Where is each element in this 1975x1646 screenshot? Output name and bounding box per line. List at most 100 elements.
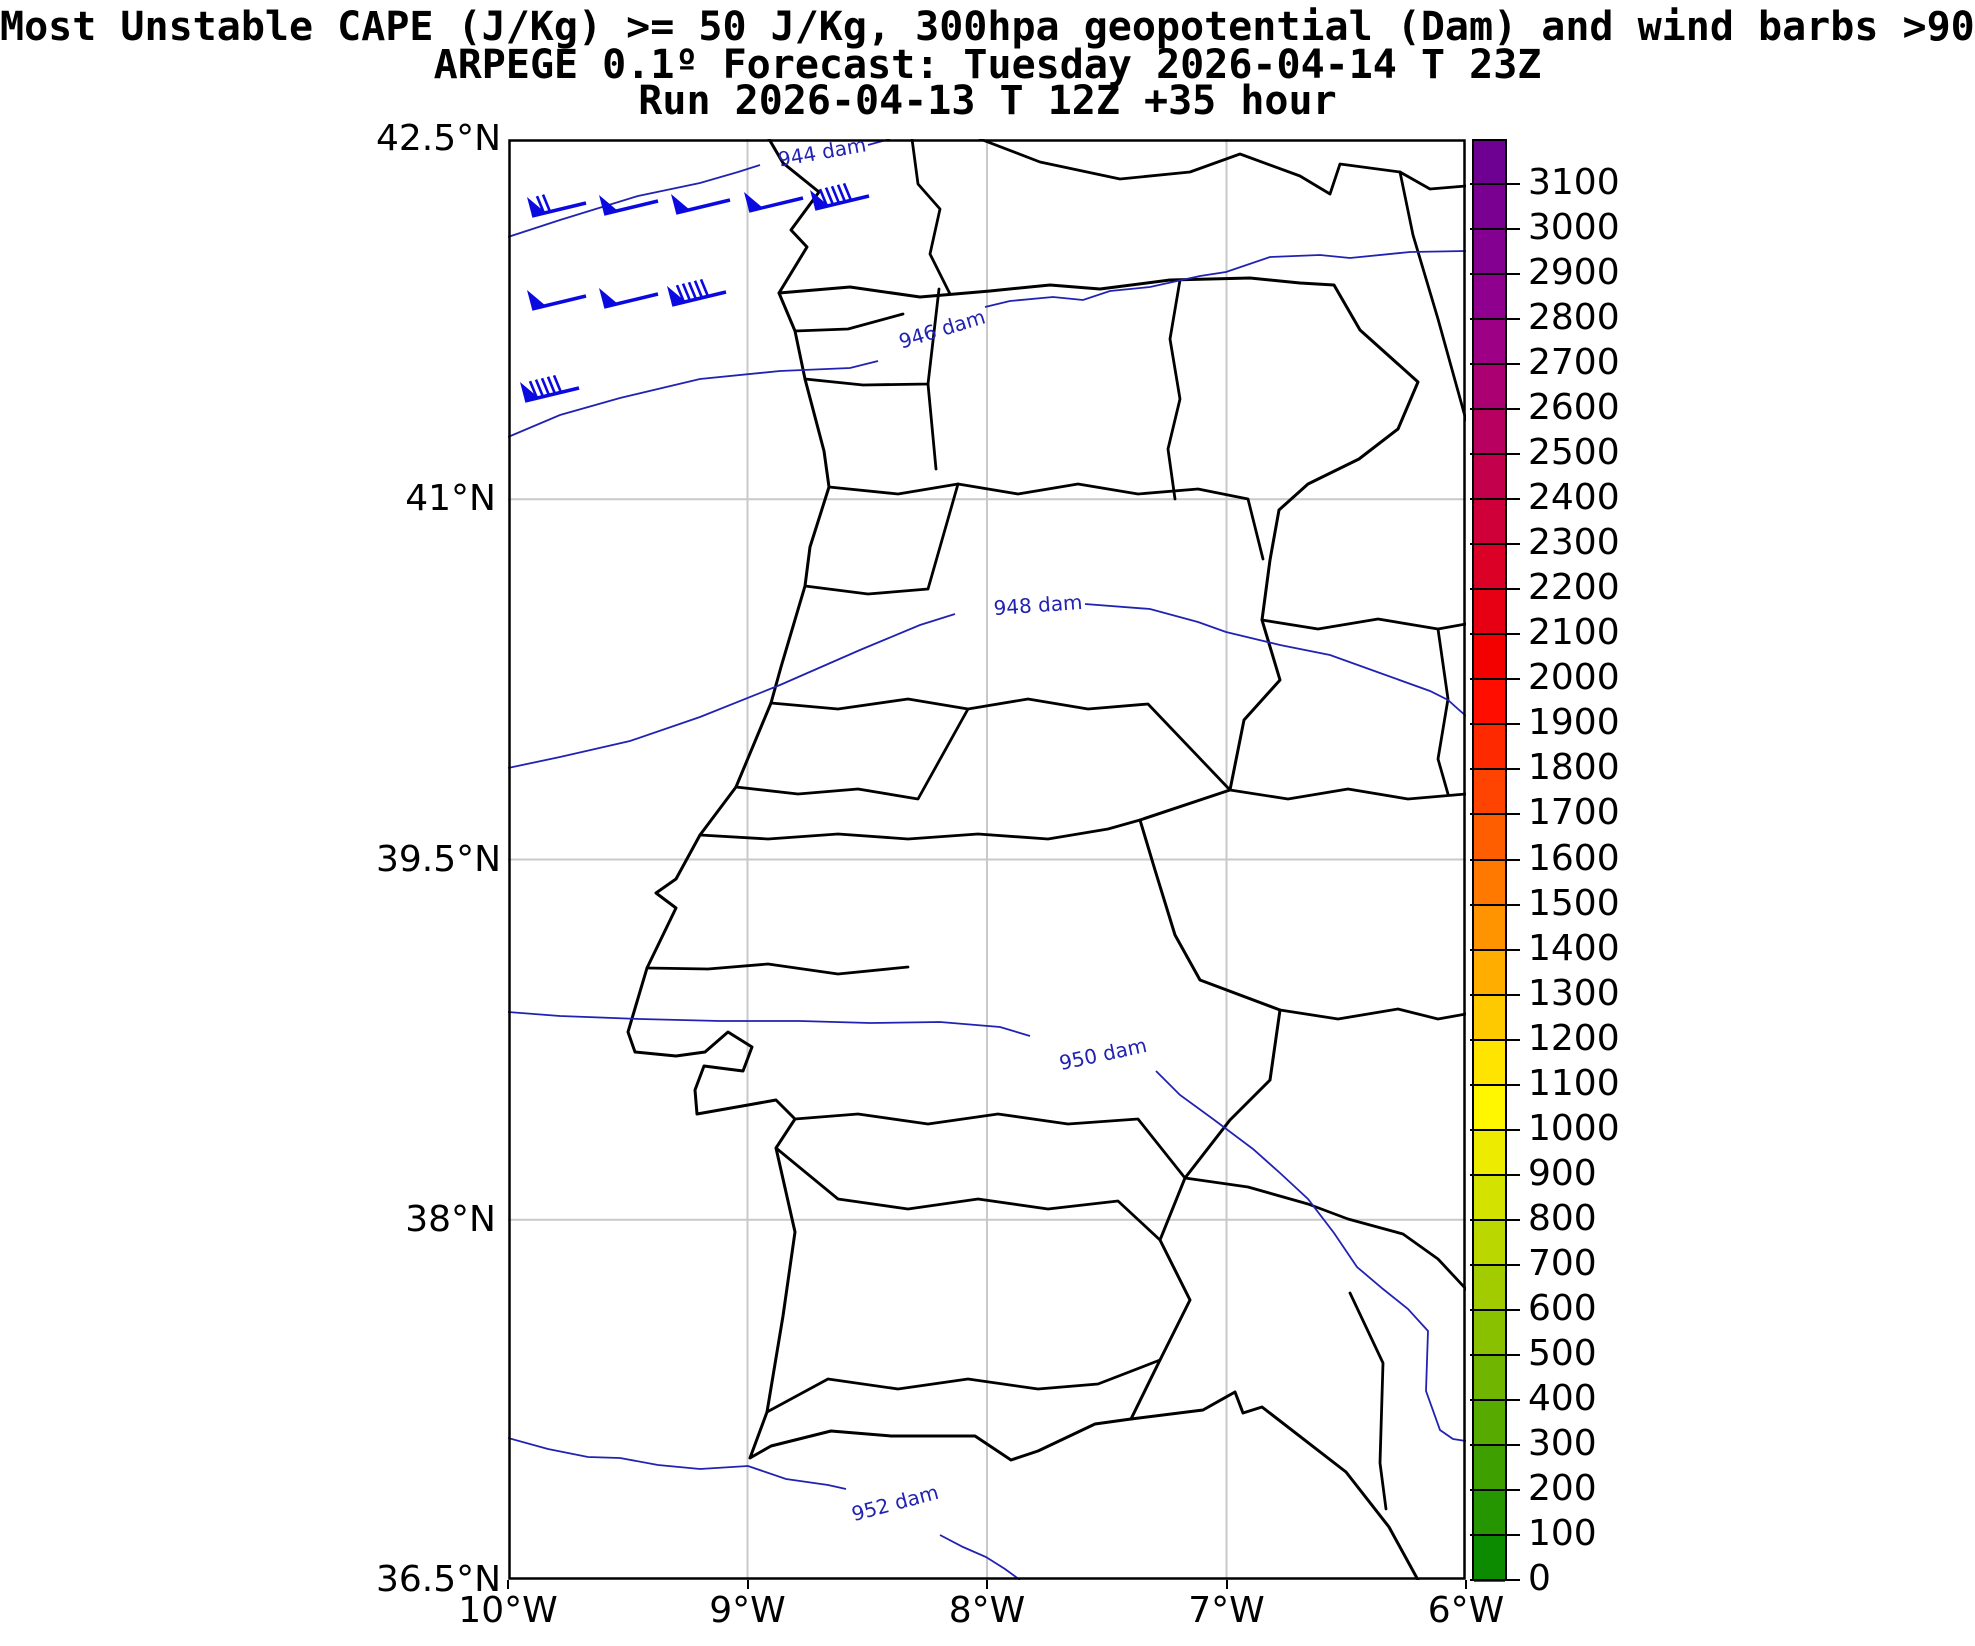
colorbar-tick-mark [1470,1398,1520,1401]
colorbar-band [1474,725,1505,772]
colorbar-band [1474,635,1505,682]
colorbar-band [1474,1310,1505,1357]
x-tick-label: 6°W [1427,1590,1505,1631]
colorbar-tick-label: 800 [1528,1197,1597,1239]
colorbar-tick-mark [1470,408,1520,411]
colorbar-tick-mark [1470,1038,1520,1041]
colorbar-tick-mark [1470,903,1520,906]
colorbar-band [1474,1490,1505,1537]
geopotential-contour-946 [508,360,879,438]
colorbar-tick-mark [1470,1083,1520,1086]
x-tick-label: 7°W [1188,1590,1265,1631]
colorbar-tick-label: 3100 [1528,162,1620,204]
wind-barb [667,278,727,307]
y-tick-label: 42.5°N [376,118,502,159]
wind-barb [599,195,659,216]
colorbar-tick-label: 1000 [1528,1107,1620,1149]
wind-barbs-layer [520,182,870,403]
colorbar-tick-label: 400 [1528,1377,1597,1419]
coastline-layer [626,139,1466,1580]
colorbar-tick-label: 700 [1528,1242,1597,1284]
x-tick-label: 8°W [948,1590,1026,1631]
colorbar-tick-label: 2700 [1528,342,1620,384]
colorbar-tick-label: 2300 [1528,522,1620,564]
colorbar-tick-mark [1470,588,1520,591]
colorbar-band [1474,1220,1505,1267]
colorbar-band [1474,1400,1505,1447]
chart-subtitle-forecast: ARPEGE 0.1º Forecast: Tuesday 2026-04-14… [433,42,1542,88]
colorbar-tick-label: 1500 [1528,882,1620,924]
colorbar-tick-mark [1470,948,1520,951]
x-tick-mark [507,1580,509,1589]
geopotential-contour-948 [1084,603,1466,717]
coastline-path [626,139,1420,1580]
colorbar-band [1474,1130,1505,1177]
colorbar-band [1474,275,1505,322]
colorbar-tick-label: 1800 [1528,747,1620,789]
colorbar-tick-mark [1470,1488,1520,1491]
colorbar-band [1474,1040,1505,1087]
colorbar-tick-label: 2400 [1528,477,1620,519]
chart-subtitle-run: Run 2026-04-13 T 12Z +35 hour [638,78,1337,124]
colorbar-tick-label: 2900 [1528,252,1620,294]
colorbar-band [1474,320,1505,367]
plot-border [508,139,1466,1580]
cape-colorbar [1472,139,1507,1582]
geopotential-contour-950 [508,1011,1031,1037]
colorbar-tick-mark [1470,318,1520,321]
geopotential-contour-950 [1155,1070,1466,1442]
colorbar-tick-label: 500 [1528,1332,1597,1374]
colorbar-band [1474,905,1505,952]
colorbar-tick-label: 2500 [1528,432,1620,474]
geopotential-contour-948 [508,613,956,769]
colorbar-tick-mark [1470,1263,1520,1266]
colorbar-tick-label: 1600 [1528,837,1620,879]
colorbar-tick-label: 2600 [1528,387,1620,429]
colorbar-tick-mark [1470,183,1520,186]
chart-title: Most Unstable CAPE (J/Kg) >= 50 J/Kg, 30… [0,4,1975,50]
wind-barb [527,194,587,218]
colorbar-band [1474,950,1505,997]
colorbar-band [1474,815,1505,862]
geopotential-contour-944 [508,164,761,238]
colorbar-tick-mark [1470,228,1520,231]
colorbar-tick-mark [1470,1443,1520,1446]
wind-barb [599,288,659,309]
colorbar-band [1474,995,1505,1042]
colorbar-tick-label: 1400 [1528,927,1620,969]
border-path [777,276,1420,1421]
colorbar-band [1474,1085,1505,1132]
x-tick-label: 9°W [709,1590,786,1631]
wind-barb [810,182,870,211]
colorbar-tick-mark [1470,678,1520,681]
colorbar-tick-mark [1470,453,1520,456]
geopotential-contour-946 [984,250,1466,308]
map-canvas [508,139,1466,1580]
colorbar-band [1474,455,1505,502]
y-tick-label: 41°N [405,478,496,520]
colorbar-tick-label: 900 [1528,1152,1597,1194]
colorbar-band [1474,1445,1505,1492]
wind-barb [520,374,580,403]
colorbar-tick-mark [1470,1128,1520,1131]
y-tick-label: 38°N [405,1198,496,1240]
x-tick-mark [746,1580,749,1589]
colorbar-tick-label: 200 [1528,1467,1597,1509]
colorbar-tick-label: 1200 [1528,1017,1620,1059]
colorbar-band [1474,680,1505,727]
x-tick-label: 10°W [458,1590,558,1631]
colorbar-band [1474,1175,1505,1222]
colorbar-band [1474,365,1505,412]
colorbar-tick-label: 1700 [1528,792,1620,834]
wind-barb [671,194,731,215]
colorbar-tick-label: 1900 [1528,702,1620,744]
colorbar-band [1474,770,1505,817]
colorbar-tick-label: 300 [1528,1422,1597,1464]
colorbar-tick-label: 3000 [1528,207,1620,249]
map-plot-area: 944 dam 946 dam 948 dam 950 dam 952 dam [508,132,1466,1580]
colorbar-tick-mark [1470,1579,1520,1581]
x-tick-mark [1225,1580,1228,1589]
colorbar-tick-label: 2000 [1528,657,1620,699]
colorbar-tick-mark [1470,993,1520,996]
